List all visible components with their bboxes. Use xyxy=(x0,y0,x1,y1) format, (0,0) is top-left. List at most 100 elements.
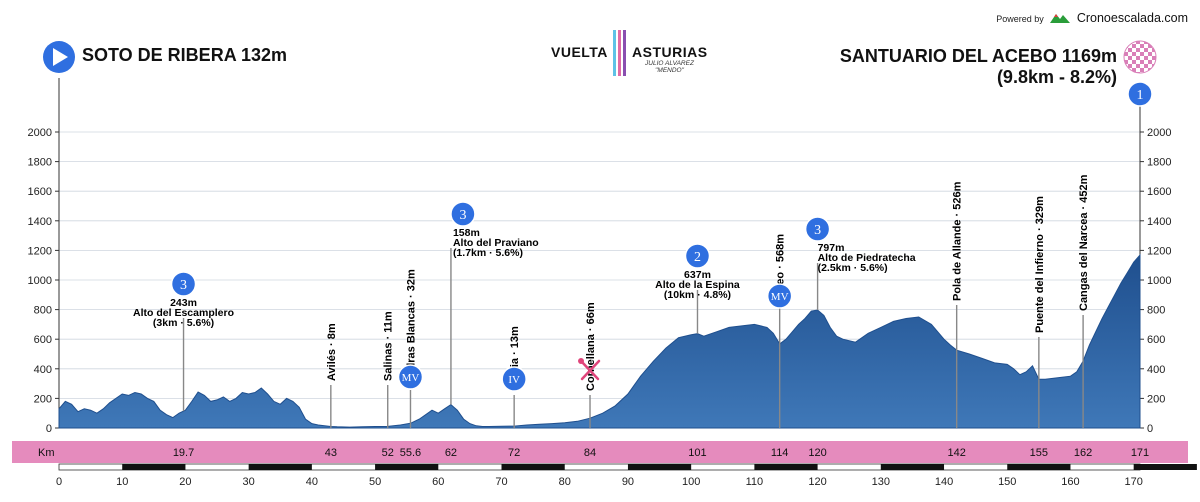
finish-category-icon-label: 1 xyxy=(1137,88,1144,103)
scale-bar-segment xyxy=(1007,464,1071,470)
x-tick-label: 150 xyxy=(998,476,1016,488)
y-tick-label-left: 1800 xyxy=(28,157,52,169)
town-label: Puente del Infierno · 329m xyxy=(1034,196,1046,333)
town-label: Cangas del Narcea · 452m xyxy=(1078,174,1090,311)
scale-bar-segment xyxy=(122,464,186,470)
powered-by: Powered by Cronoescalada.com xyxy=(996,11,1188,25)
climb-detail: (2.5km · 5.6%) xyxy=(818,262,888,274)
scale-bar-segment xyxy=(375,464,439,470)
y-tick-label-right: 800 xyxy=(1147,305,1165,317)
x-tick-label: 40 xyxy=(306,476,318,488)
race-logo-subtitle: JULIO ALVAREZ "MENDO" xyxy=(645,60,694,74)
km-band-value: 52 xyxy=(382,447,394,459)
km-band-value: 114 xyxy=(771,447,789,459)
y-tick-label-left: 1000 xyxy=(28,275,52,287)
km-band-value: 155 xyxy=(1030,447,1048,459)
mountain-logo-icon xyxy=(1050,14,1071,23)
x-tick-label: 50 xyxy=(369,476,381,488)
y-tick-label-right: 0 xyxy=(1147,423,1153,435)
km-band-value: 43 xyxy=(325,447,337,459)
x-tick-label: 10 xyxy=(116,476,128,488)
sprint-badge-label: IV xyxy=(508,374,520,386)
climb-name: Alto del Escamplero xyxy=(133,307,234,319)
town-label: Piedras Blancas · 32m xyxy=(405,269,417,386)
y-tick-label-left: 400 xyxy=(34,364,52,376)
powered-by-label: Powered by xyxy=(996,14,1044,24)
y-tick-label-right: 400 xyxy=(1147,364,1165,376)
km-band-value: 72 xyxy=(508,447,520,459)
x-tick-label: 130 xyxy=(872,476,890,488)
climb-detail: (3km · 5.6%) xyxy=(153,317,214,329)
y-tick-label-right: 1800 xyxy=(1147,157,1171,169)
km-band-value: 171 xyxy=(1131,447,1149,459)
climb-category-icon xyxy=(450,201,476,227)
y-tick-label-right: 1400 xyxy=(1147,216,1171,228)
scale-bar-segment xyxy=(880,464,945,470)
x-tick-label: 70 xyxy=(495,476,507,488)
race-logo-left: VUELTA xyxy=(551,44,608,60)
x-tick-label: 30 xyxy=(243,476,255,488)
y-tick-label-left: 1400 xyxy=(28,216,52,228)
scale-bar-segment xyxy=(501,464,565,470)
x-tick-label: 120 xyxy=(808,476,826,488)
climb-elevation: 637m xyxy=(684,269,711,281)
race-logo-stripes xyxy=(613,30,626,76)
climb-category-icon xyxy=(804,216,831,242)
scale-bar-segment xyxy=(627,464,692,470)
km-band-value: 62 xyxy=(445,447,457,459)
scale-bar-segment xyxy=(248,464,312,470)
y-tick-label-right: 600 xyxy=(1147,334,1165,346)
climb-category-icon-label: 2 xyxy=(694,250,701,265)
y-tick-label-left: 1200 xyxy=(28,245,52,257)
y-tick-label-right: 200 xyxy=(1147,393,1165,405)
x-tick-label: 140 xyxy=(935,476,953,488)
climb-detail: (10km · 4.8%) xyxy=(664,289,731,301)
x-tick-label: 80 xyxy=(559,476,571,488)
town-label: Pola de Allande · 526m xyxy=(952,181,964,301)
finish-location-name: SANTUARIO DEL ACEBO 1169m xyxy=(839,46,1117,66)
climb-detail: (1.7km · 5.6%) xyxy=(453,247,523,259)
km-band-value: 142 xyxy=(947,447,965,459)
brand-name[interactable]: Cronoescalada.com xyxy=(1076,11,1188,25)
x-tick-label: 0 xyxy=(56,476,62,488)
y-tick-label-left: 600 xyxy=(34,334,52,346)
sprint-badge-label: MV xyxy=(771,291,789,303)
x-tick-label: 110 xyxy=(746,476,764,488)
y-tick-label-left: 800 xyxy=(34,305,52,317)
elevation-profile-area xyxy=(58,253,1141,429)
scale-bar-segment xyxy=(754,464,818,470)
y-tick-label-left: 200 xyxy=(34,393,52,405)
km-band-value: 84 xyxy=(584,447,596,459)
town-label: Avilés · 8m xyxy=(326,323,338,381)
y-tick-label-left: 0 xyxy=(46,423,52,435)
finish-location-title: SANTUARIO DEL ACEBO 1169m (9.8km - 8.2%) xyxy=(840,46,1117,88)
climb-category-icon-label: 3 xyxy=(180,278,187,293)
y-tick-label-left: 1600 xyxy=(28,186,52,198)
scale-bar-segment xyxy=(1133,464,1197,470)
finish-category-icon xyxy=(1127,81,1153,107)
climb-elevation: 243m xyxy=(170,297,197,309)
sprint-badge-label: MV xyxy=(402,372,420,384)
x-tick-label: 160 xyxy=(1061,476,1079,488)
y-tick-label-right: 1600 xyxy=(1147,186,1171,198)
km-band-value: 55.6 xyxy=(400,447,421,459)
checkered-flag-icon xyxy=(1123,40,1157,74)
start-location-title: SOTO DE RIBERA 132m xyxy=(82,45,288,65)
climb-elevation: 797m xyxy=(818,242,845,254)
sprint-badge-icon xyxy=(501,366,527,392)
climb-category-icon xyxy=(170,271,197,297)
town-label: Salinas · 11m xyxy=(383,311,395,381)
start-arrow-icon xyxy=(43,41,75,73)
climb-category-icon xyxy=(684,243,711,269)
x-tick-label: 20 xyxy=(179,476,191,488)
x-tick-label: 100 xyxy=(682,476,700,488)
y-tick-label-left: 2000 xyxy=(28,127,52,139)
climb-name: Alto del Praviano xyxy=(453,237,539,249)
km-band-value: 120 xyxy=(808,447,826,459)
km-band-label: Km xyxy=(38,447,55,459)
y-tick-label-right: 2000 xyxy=(1147,127,1171,139)
y-tick-label-right: 1000 xyxy=(1147,275,1171,287)
race-logo-right: ASTURIAS xyxy=(632,44,708,60)
sprint-badge-icon xyxy=(397,364,424,390)
